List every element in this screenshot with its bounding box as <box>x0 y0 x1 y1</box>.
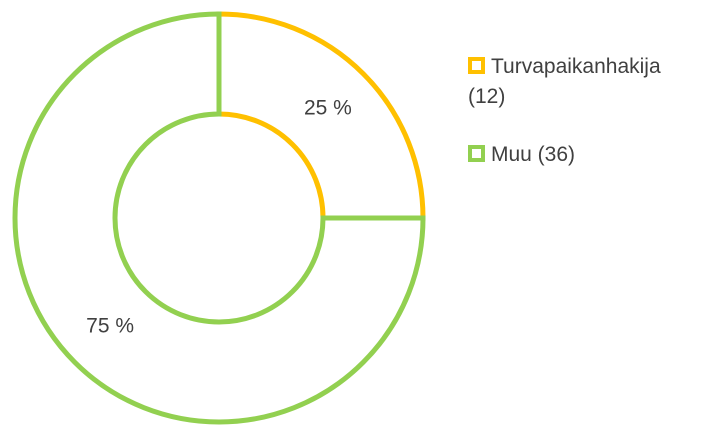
data-label: 75 % <box>86 314 134 337</box>
donut-segment <box>12 11 426 425</box>
legend-entry: Muu (36) <box>468 140 698 170</box>
legend-swatch <box>468 57 485 74</box>
legend-label: Muu (36) <box>491 143 576 166</box>
legend-entry: Turvapaikanhakija (12) <box>468 52 698 112</box>
legend-label: Turvapaikanhakija (12) <box>468 55 661 108</box>
donut-segment <box>216 11 426 221</box>
legend-swatch <box>468 145 485 162</box>
data-label: 25 % <box>304 97 352 120</box>
